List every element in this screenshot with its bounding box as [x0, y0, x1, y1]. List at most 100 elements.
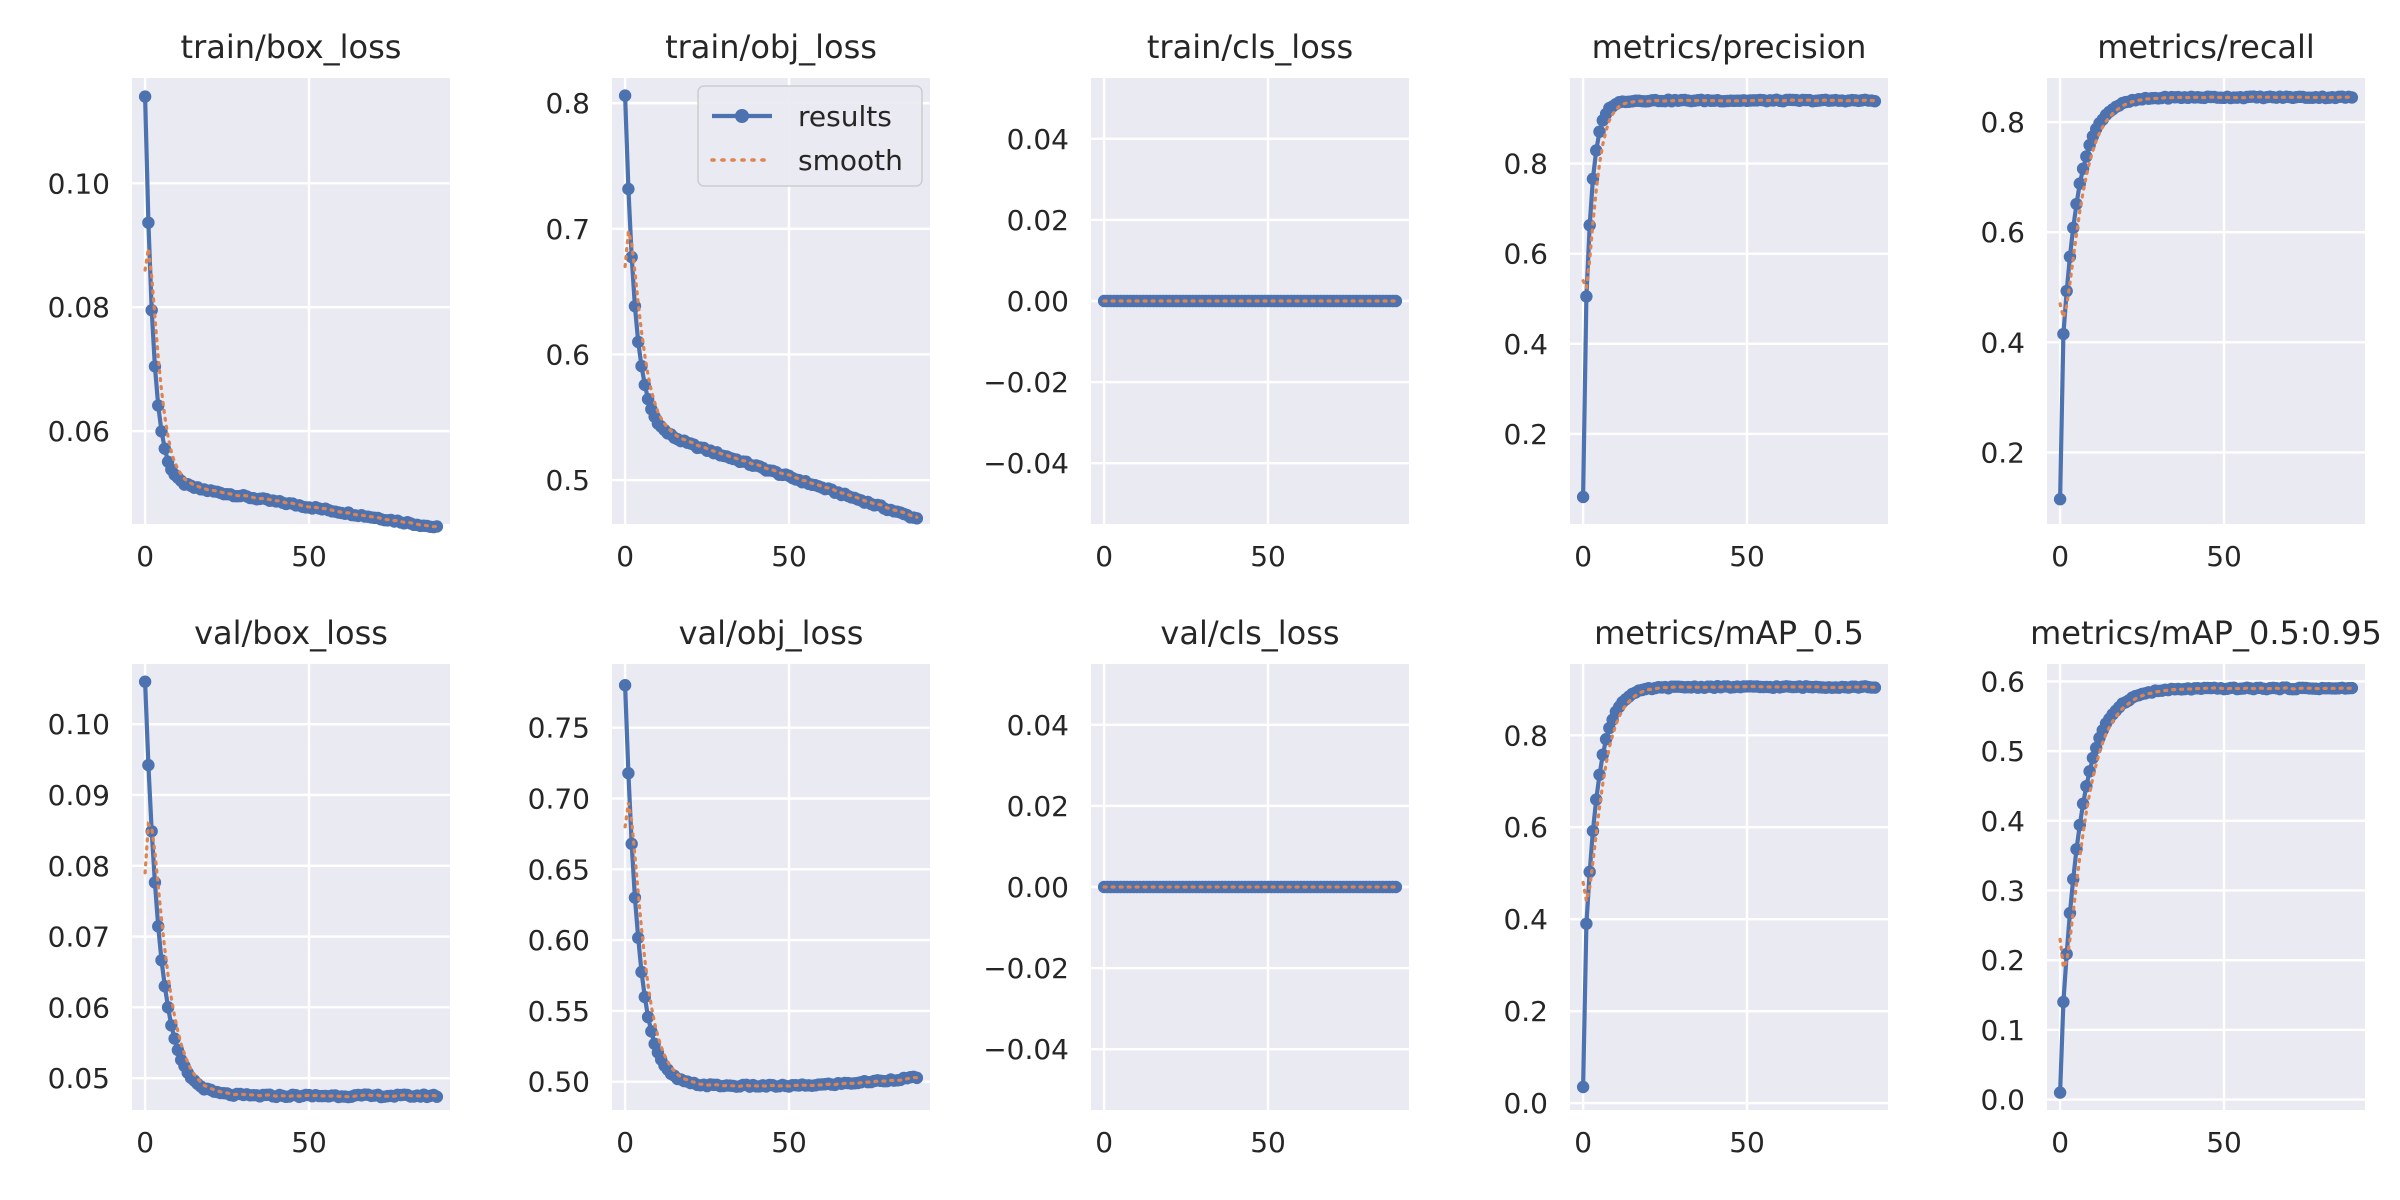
x-tick-label: 0 [136, 540, 154, 573]
chart-panel: metrics/recall 0.2 0.4 0.6 0.8 0 50 [1980, 28, 2365, 573]
y-tick-label: −0.02 [983, 366, 1069, 399]
results-point [2053, 493, 2067, 506]
smooth-series-line [623, 802, 919, 1088]
y-tick-label: 0.0 [1980, 1084, 2025, 1117]
y-tick-label: 0.05 [48, 1062, 110, 1095]
x-tick-label: 0 [1095, 1126, 1113, 1159]
x-tick-label: 50 [1250, 540, 1286, 573]
results-point [2345, 681, 2359, 695]
y-tick-label: 0.6 [1503, 811, 1548, 844]
smooth-series-line [1581, 98, 1877, 294]
y-tick-label: 0.75 [528, 712, 590, 745]
chart-title: val/obj_loss [679, 614, 864, 652]
axes-background [2047, 664, 2365, 1110]
y-tick-label: 0.8 [1980, 106, 2025, 139]
y-tick-label: 0.10 [48, 708, 110, 741]
results-point [2086, 751, 2100, 765]
results-point [2067, 221, 2080, 235]
x-tick-label: 50 [2206, 1126, 2242, 1159]
results-point [430, 1090, 444, 1103]
legend-results-label: results [798, 100, 892, 133]
axes-background [2047, 78, 2365, 524]
smooth-series-line [1581, 684, 1877, 902]
y-tick-label: 0.8 [545, 87, 590, 120]
results-point [2060, 284, 2073, 298]
chart-panel: val/obj_loss 0.50 0.55 0.60 0.65 0.70 0.75 0 50 [528, 614, 930, 1159]
x-tick-label: 0 [1095, 540, 1113, 573]
axes-background [612, 664, 930, 1110]
y-tick-label: −0.04 [983, 1033, 1069, 1066]
y-tick-label: 0.2 [1503, 418, 1548, 451]
y-tick-label: 0.55 [528, 995, 590, 1028]
legend-smooth-label: smooth [798, 144, 903, 177]
results-point [1590, 144, 1603, 157]
y-tick-label: 0.08 [48, 850, 110, 883]
results-point [2057, 327, 2070, 341]
chart-panel: metrics/precision 0.2 0.4 0.6 0.8 0 50 [1503, 28, 1888, 573]
chart-panel: metrics/mAP_0.5 0.0 0.2 0.4 0.6 0.8 0 50 [1503, 614, 1888, 1159]
x-tick-label: 50 [291, 540, 327, 573]
x-tick-label: 0 [616, 540, 634, 573]
chart-title: train/obj_loss [665, 28, 877, 66]
smooth-series-line [143, 820, 439, 1099]
chart-panel: val/box_loss 0.05 0.06 0.07 0.08 0.09 0.10 0 50 [48, 614, 450, 1159]
y-tick-label: 0.4 [1980, 805, 2025, 838]
results-point [1593, 125, 1606, 138]
results-point [1580, 917, 1593, 930]
results-point [1576, 490, 1590, 504]
results-point [1389, 880, 1403, 894]
y-tick-label: 0.60 [528, 924, 590, 957]
x-tick-label: 0 [1574, 540, 1592, 573]
y-tick-label: 0.6 [1503, 238, 1548, 271]
y-tick-label: 0.07 [48, 921, 110, 954]
y-tick-label: 0.1 [1980, 1014, 2025, 1047]
chart-panel: train/obj_loss 0.5 0.6 0.7 0.8 0 50 results smoo… [545, 28, 930, 573]
results-point [1868, 95, 1882, 108]
results-point [625, 837, 638, 851]
results-point [1389, 294, 1403, 308]
chart-title: train/cls_loss [1147, 28, 1353, 66]
results-point [1590, 793, 1603, 806]
x-tick-label: 0 [616, 1126, 634, 1159]
y-tick-label: 0.08 [48, 291, 110, 324]
y-tick-label: 0.02 [1007, 790, 1069, 823]
axes-background [132, 78, 450, 524]
x-tick-label: 50 [771, 1126, 807, 1159]
x-tick-label: 50 [291, 1126, 327, 1159]
y-tick-label: 0.4 [1503, 903, 1548, 936]
results-point [1599, 733, 1613, 746]
results-point [1576, 1080, 1590, 1094]
results-point [138, 90, 152, 103]
results-point [632, 931, 645, 945]
results-point [1583, 865, 1596, 879]
chart-title: metrics/recall [2097, 28, 2315, 66]
y-tick-label: −0.02 [983, 952, 1069, 985]
results-point [622, 182, 635, 196]
y-tick-label: 0.5 [1980, 735, 2025, 768]
y-tick-label: 0.10 [48, 167, 110, 200]
y-tick-label: 0.09 [48, 779, 110, 812]
results-point [161, 1001, 175, 1014]
results-point [645, 1025, 658, 1038]
results-point [641, 392, 655, 406]
y-tick-label: 0.8 [1503, 719, 1548, 752]
y-tick-label: 0.4 [1980, 326, 2025, 359]
x-tick-label: 0 [2051, 540, 2069, 573]
results-point [152, 920, 165, 933]
axes-background [132, 664, 450, 1110]
x-tick-label: 50 [771, 540, 807, 573]
chart-title: metrics/mAP_0.5 [1594, 614, 1864, 652]
smooth-series-line [143, 248, 439, 529]
chart-title: metrics/precision [1592, 28, 1867, 66]
chart-title: metrics/mAP_0.5:0.95 [2030, 614, 2382, 652]
chart-panel: train/cls_loss −0.04 −0.02 0.00 0.02 0.04 0 50 [983, 28, 1409, 573]
results-point [142, 758, 155, 772]
results-point [158, 442, 171, 455]
smooth-series-line [2058, 95, 2354, 324]
y-tick-label: 0.8 [1503, 148, 1548, 181]
smooth-series-line [2058, 686, 2354, 973]
results-point [2053, 1086, 2067, 1099]
y-tick-label: 0.02 [1007, 204, 1069, 237]
y-tick-label: 0.6 [545, 338, 590, 371]
